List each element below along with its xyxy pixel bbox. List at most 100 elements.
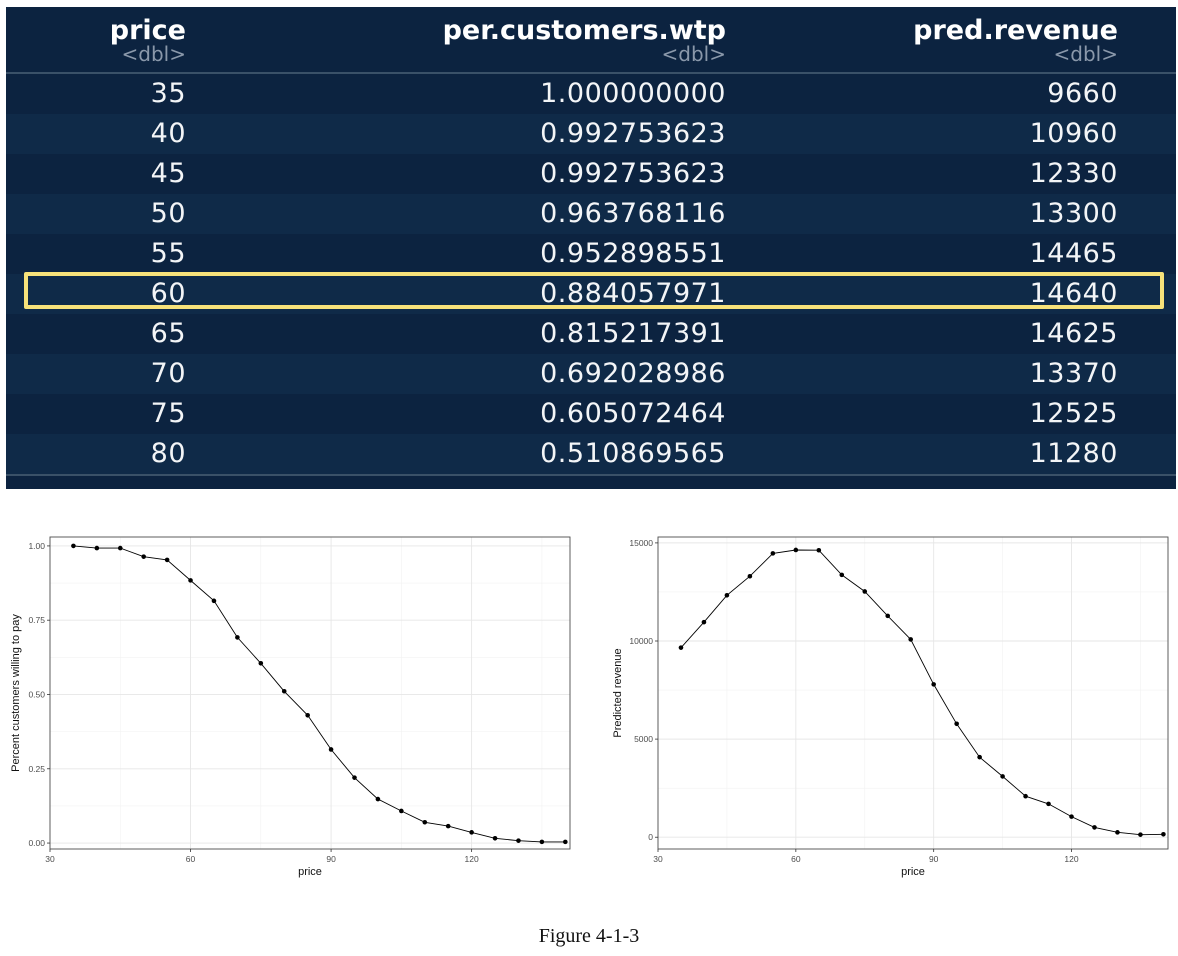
cell-per-customers-wtp: 0.692028986 <box>540 358 726 389</box>
header-divider <box>6 72 1176 74</box>
cell-price: 45 <box>150 158 186 189</box>
data-point <box>352 775 357 780</box>
cell-price: 35 <box>150 78 186 109</box>
data-point <box>747 573 753 579</box>
data-point <box>1138 832 1143 837</box>
column-type-pred-revenue: <dbl> <box>1053 42 1118 66</box>
data-point <box>862 589 868 594</box>
column-type-price: <dbl> <box>121 42 186 66</box>
cell-per-customers-wtp: 0.884057971 <box>540 278 726 309</box>
cell-per-customers-wtp: 0.992753623 <box>540 158 726 189</box>
data-point <box>516 838 521 843</box>
plot-border <box>657 536 1169 850</box>
figure-caption: Figure 4-1-3 <box>538 925 640 947</box>
table-row: 40 0.992753623 10960 <box>6 114 1176 154</box>
data-point <box>1023 793 1028 799</box>
data-point <box>1161 831 1166 837</box>
data-point <box>328 747 334 752</box>
cell-price: 80 <box>150 438 186 469</box>
footer-divider <box>6 474 1176 476</box>
cell-price: 55 <box>150 238 186 269</box>
cell-pred-revenue: 14625 <box>1029 318 1118 349</box>
data-point <box>94 545 100 551</box>
y-tick-label: 15000 <box>629 538 653 548</box>
data-point <box>399 808 404 814</box>
table-row: 35 1.000000000 9660 <box>6 74 1176 114</box>
table-row: 65 0.815217391 14625 <box>6 314 1176 354</box>
x-tick-label: 120 <box>1064 854 1078 864</box>
data-point <box>539 839 545 845</box>
y-tick-label: 0.00 <box>28 838 45 848</box>
data-point <box>793 547 799 553</box>
series-line <box>73 545 566 843</box>
series-line <box>680 549 1164 836</box>
y-tick-label: 0.50 <box>28 689 45 699</box>
data-point <box>445 823 451 829</box>
x-tick-label: 60 <box>791 854 801 864</box>
table-row: 45 0.992753623 12330 <box>6 154 1176 194</box>
column-header-per-customers-wtp: per.customers.wtp <box>442 15 726 46</box>
y-axis-title: Predicted revenue <box>612 648 624 737</box>
data-point <box>188 578 193 583</box>
cell-price: 40 <box>150 118 186 149</box>
data-point <box>1000 774 1005 779</box>
y-tick-label: 5000 <box>634 734 653 744</box>
cell-price: 75 <box>150 398 186 429</box>
cell-price: 50 <box>150 198 186 229</box>
cell-pred-revenue: 14640 <box>1029 278 1118 309</box>
cell-price: 65 <box>150 318 186 349</box>
y-tick-label: 0.25 <box>28 764 45 774</box>
data-point <box>954 721 959 727</box>
x-tick-label: 30 <box>653 854 663 864</box>
column-header-pred-revenue: pred.revenue <box>913 15 1118 46</box>
cell-per-customers-wtp: 0.992753623 <box>540 118 726 149</box>
table-row: 55 0.952898551 14465 <box>6 234 1176 274</box>
data-point <box>492 836 498 841</box>
data-point <box>141 554 146 559</box>
x-tick-label: 90 <box>929 854 939 864</box>
cell-pred-revenue: 11280 <box>1029 438 1118 469</box>
y-tick-label: 1.00 <box>28 541 45 551</box>
data-point <box>281 688 287 694</box>
cell-pred-revenue: 14465 <box>1029 238 1118 269</box>
data-point <box>1092 825 1097 830</box>
column-header-price: price <box>109 15 186 46</box>
data-point <box>71 543 76 549</box>
table-row: 80 0.510869565 11280 <box>6 434 1176 474</box>
table-row: 75 0.605072464 12525 <box>6 394 1176 434</box>
results-table: price <dbl> per.customers.wtp <dbl> pred… <box>6 7 1176 489</box>
cell-pred-revenue: 13370 <box>1029 358 1118 389</box>
x-tick-label: 30 <box>45 854 55 864</box>
y-tick-label: 0 <box>648 832 653 842</box>
column-type-per-customers-wtp: <dbl> <box>661 42 726 66</box>
cell-per-customers-wtp: 0.605072464 <box>540 398 726 429</box>
plot-panel <box>658 537 1168 849</box>
data-point <box>422 819 428 825</box>
x-axis-title: price <box>298 866 322 878</box>
cell-price: 60 <box>150 278 186 309</box>
data-point <box>563 839 568 845</box>
cell-per-customers-wtp: 0.815217391 <box>540 318 726 349</box>
cell-per-customers-wtp: 0.963768116 <box>540 198 726 229</box>
data-point <box>908 637 914 642</box>
data-point <box>770 551 776 556</box>
cell-pred-revenue: 9660 <box>1047 78 1118 109</box>
data-point <box>469 830 474 835</box>
y-tick-label: 0.75 <box>28 615 45 625</box>
data-point <box>839 572 845 578</box>
y-tick-label: 10000 <box>629 636 653 646</box>
cell-pred-revenue: 12525 <box>1029 398 1118 429</box>
data-point <box>235 635 240 640</box>
cell-per-customers-wtp: 1.000000000 <box>540 78 726 109</box>
data-point <box>164 557 170 563</box>
x-axis-title: price <box>901 866 925 878</box>
data-point <box>211 598 217 604</box>
cell-per-customers-wtp: 0.510869565 <box>540 438 726 469</box>
cell-pred-revenue: 13300 <box>1029 198 1118 229</box>
cell-per-customers-wtp: 0.952898551 <box>540 238 726 269</box>
data-point <box>305 712 310 718</box>
data-point <box>885 613 891 619</box>
data-point <box>375 796 381 802</box>
plot-border <box>49 536 571 850</box>
data-point <box>931 682 936 687</box>
